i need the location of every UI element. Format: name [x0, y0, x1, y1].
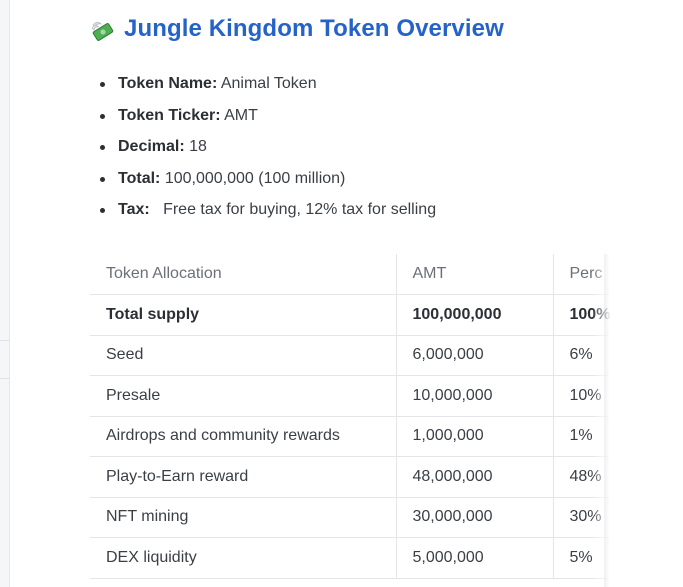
table-cell: DEX liquidity [90, 537, 397, 579]
money-with-wings-icon [91, 21, 114, 41]
fact-label: Token Name: [118, 75, 218, 92]
table-cell: 10,000,000 [396, 375, 554, 417]
table-cell: 5,000,000 [396, 537, 554, 579]
table-cell: 1,000,000 [396, 416, 554, 457]
table-row: DEX liquidity 5,000,000 5% [90, 537, 610, 579]
heading: Jungle Kingdom Token Overview [90, 14, 504, 44]
table-cell: Seed [90, 335, 397, 376]
fact-value: Free tax for buying, 12% tax for selling [163, 201, 437, 219]
fact-value: 18 [189, 138, 207, 156]
column-header: AMT [396, 254, 554, 295]
list-item: Token Name: Animal Token [97, 68, 436, 100]
table-cell: 6,000,000 [396, 335, 554, 376]
fact-value: AMT [224, 106, 258, 124]
allocation-table: Token Allocation AMT Perc Total supply 1… [90, 254, 610, 579]
token-facts-list: Token Name: Animal Token Token Ticker: A… [97, 68, 436, 226]
table-row: Seed 6,000,000 6% [90, 335, 610, 376]
sidebar-divider [0, 378, 9, 379]
sidebar-divider [0, 340, 9, 341]
table-cell: Airdrops and community rewards [90, 416, 397, 457]
list-item: Total: 100,000,000 (100 million) [97, 163, 436, 195]
table-scroll-shadow [604, 254, 610, 587]
table-row: Total supply 100,000,000 100% [90, 294, 610, 336]
fact-label: Token Ticker: [118, 106, 221, 124]
table-cell: Presale [90, 375, 397, 417]
table-row: Airdrops and community rewards 1,000,000… [90, 416, 610, 457]
table-row: Presale 10,000,000 10% [90, 375, 610, 417]
table-overflow-fade [592, 254, 610, 587]
page-title: Jungle Kingdom Token Overview [124, 15, 504, 42]
table-cell: 48,000,000 [396, 456, 554, 498]
table-cell: 30,000,000 [396, 497, 554, 538]
column-header: Token Allocation [90, 254, 397, 295]
list-item: Token Ticker: AMT [97, 100, 436, 132]
left-sidebar-edge [0, 0, 10, 587]
fact-label: Decimal: [118, 138, 185, 156]
list-item: Tax: Free tax for buying, 12% tax for se… [97, 194, 436, 226]
table-cell: 100,000,000 [396, 294, 554, 336]
allocation-table-scroll[interactable]: Token Allocation AMT Perc Total supply 1… [90, 254, 610, 587]
table-cell: Total supply [90, 294, 397, 336]
table-cell: Play-to-Earn reward [90, 456, 397, 498]
table-row: Play-to-Earn reward 48,000,000 48% [90, 456, 610, 498]
fact-value: 100,000,000 (100 million) [164, 169, 346, 187]
list-item: Decimal: 18 [97, 131, 436, 163]
table-row: NFT mining 30,000,000 30% [90, 497, 610, 538]
table-cell: NFT mining [90, 497, 397, 538]
fact-value: Animal Token [220, 75, 317, 92]
table-header-row: Token Allocation AMT Perc [90, 254, 610, 295]
fact-label: Tax: [118, 201, 150, 219]
fact-label: Total: [118, 169, 161, 187]
